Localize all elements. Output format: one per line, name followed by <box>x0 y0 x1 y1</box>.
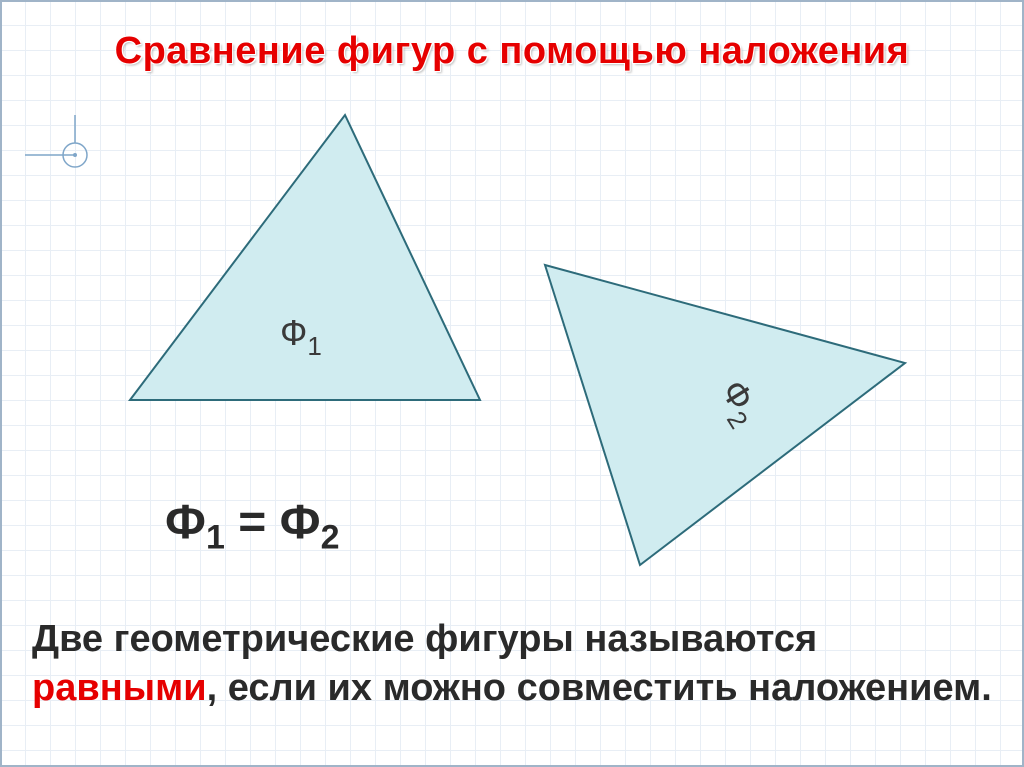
triangle-1-label-sub: 1 <box>307 331 321 361</box>
guide-dot <box>73 153 77 157</box>
equation-lhs: Ф <box>165 496 206 549</box>
equation-op: = <box>225 496 280 549</box>
triangle-1 <box>130 115 480 400</box>
definition-part2: , если их можно совместить наложением. <box>207 667 992 709</box>
equation: Ф1 = Ф2 <box>165 495 339 558</box>
triangle-2 <box>545 265 905 565</box>
equation-lhs-sub: 1 <box>206 519 225 557</box>
definition-text: Две геометрические фигуры называются рав… <box>32 615 992 714</box>
definition-part1: Две геометрические фигуры называются <box>32 618 817 660</box>
triangle-1-label-text: Ф <box>280 312 307 353</box>
definition-highlight: равными <box>32 667 207 709</box>
equation-rhs: Ф <box>280 496 321 549</box>
equation-rhs-sub: 2 <box>321 519 340 557</box>
